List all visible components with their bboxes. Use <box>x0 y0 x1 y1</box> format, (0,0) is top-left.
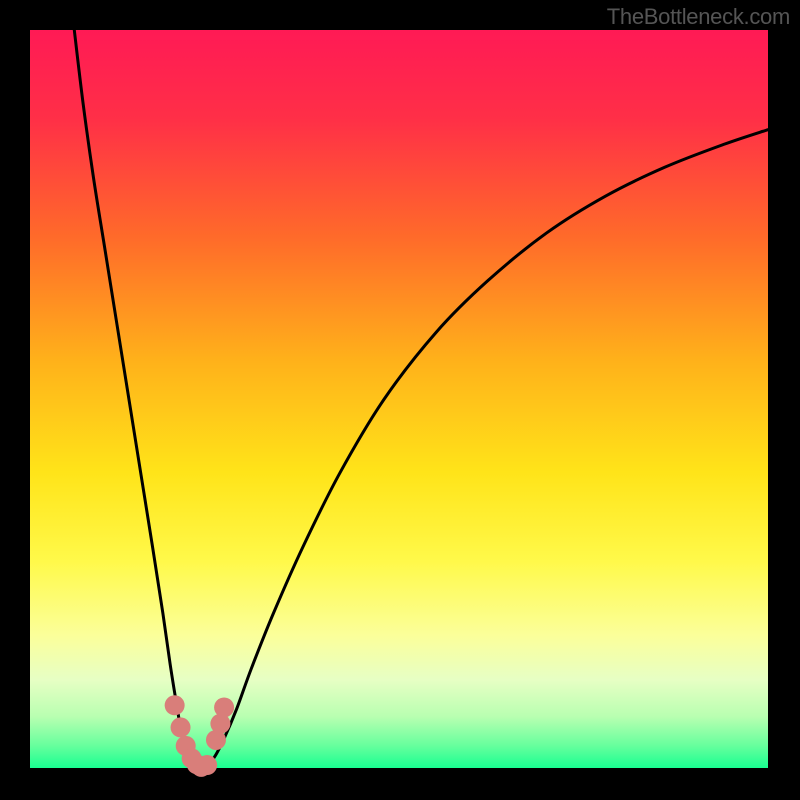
highlight-dot <box>171 717 191 737</box>
attribution-text: TheBottleneck.com <box>607 4 790 30</box>
highlight-dot <box>214 697 234 717</box>
highlight-dot <box>165 695 185 715</box>
bottleneck-chart <box>0 0 800 800</box>
plot-background <box>30 30 768 768</box>
highlight-dot <box>197 755 217 775</box>
